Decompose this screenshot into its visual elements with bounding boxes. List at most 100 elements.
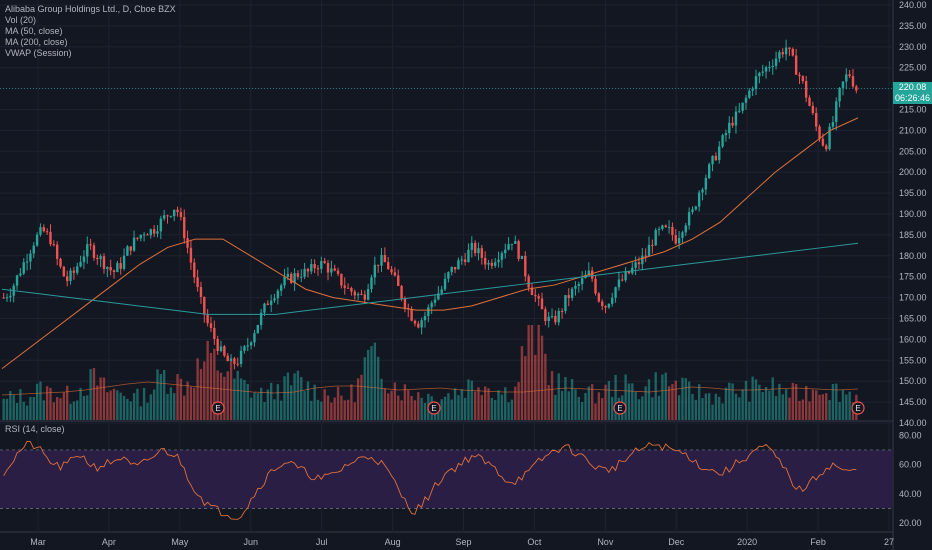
x-tick-label: Nov [597, 537, 614, 547]
volume-bar [560, 390, 564, 420]
candle-body [310, 264, 313, 272]
y-tick-label: 205.00 [899, 146, 927, 156]
y-tick-label: 230.00 [899, 42, 927, 52]
candle-body [106, 266, 109, 269]
earnings-marker-label: E [215, 404, 220, 413]
candle-body [316, 268, 320, 270]
candle-body [627, 271, 631, 274]
volume-bar [821, 394, 825, 420]
candle-body [286, 273, 290, 277]
candle-body [617, 279, 621, 288]
candle-body [661, 225, 664, 229]
candle-body [126, 246, 129, 256]
chart-title[interactable]: Alibaba Group Holdings Ltd., D, Cboe BZX [5, 4, 176, 14]
candle-body [86, 244, 89, 257]
volume-bar [333, 397, 336, 420]
volume-bar [213, 348, 216, 420]
candle-body [560, 310, 564, 312]
candle-body [173, 209, 176, 217]
candle-body [353, 291, 356, 296]
volume-bar [611, 396, 614, 420]
candle-body [507, 244, 510, 250]
candle-body [410, 309, 413, 321]
candle-body [283, 276, 286, 286]
legend-ma200[interactable]: MA (200, close) [5, 37, 68, 47]
volume-bar [681, 377, 684, 420]
candle-body [166, 215, 169, 217]
candle-body [845, 74, 848, 82]
candle-body [186, 238, 189, 248]
legend-ma50[interactable]: MA (50, close) [5, 26, 63, 36]
volume-bar [122, 395, 126, 420]
candle-body [443, 278, 447, 290]
volume-bar [226, 371, 229, 420]
volume-bar [353, 402, 356, 420]
candle-body [276, 290, 280, 299]
candle-body [721, 135, 724, 147]
volume-bar [574, 389, 577, 420]
y-tick-label: 140.00 [899, 418, 927, 428]
candle-body [527, 276, 530, 288]
candle-body [604, 306, 607, 308]
volume-bar [761, 392, 764, 420]
volume-bar [19, 389, 22, 420]
candle-body [397, 275, 400, 286]
volume-ma-line [1, 381, 859, 396]
volume-bar [580, 402, 584, 420]
candle-body [343, 285, 346, 288]
candle-body [183, 216, 186, 239]
x-tick-label: Apr [102, 537, 116, 547]
candle-body [280, 285, 283, 291]
candle-body [39, 227, 42, 235]
candle-body [708, 164, 711, 178]
volume-bar [22, 401, 25, 420]
rsi-line [3, 440, 857, 520]
candle-body [296, 273, 300, 277]
volume-bar [845, 394, 848, 420]
volume-bar [724, 387, 728, 420]
earnings-marker: E [613, 401, 627, 415]
candle-body [801, 76, 805, 82]
candle-body [366, 288, 370, 300]
volume-bar [604, 384, 607, 420]
volume-bar [29, 396, 32, 420]
volume-bar [694, 399, 697, 420]
volume-bar [45, 386, 49, 420]
volume-bar [253, 392, 256, 420]
volume-bar [794, 384, 798, 420]
candle-body [102, 256, 106, 269]
candle-body [400, 285, 403, 299]
candle-body [540, 298, 544, 310]
candle-body [601, 301, 604, 307]
candle-body [42, 227, 45, 232]
candle-body [159, 218, 163, 232]
volume-bar [387, 393, 390, 420]
volume-bar [467, 379, 470, 420]
volume-bar [661, 374, 664, 420]
volume-bar [530, 325, 534, 420]
volume-bar [410, 396, 413, 420]
rsi-legend[interactable]: RSI (14, close) [5, 424, 65, 434]
candle-body [219, 346, 223, 351]
volume-bar [330, 402, 333, 420]
volume-bar [66, 385, 69, 420]
legend-vwap[interactable]: VWAP (Session) [5, 48, 72, 58]
candle-body [517, 241, 520, 259]
candle-body [580, 278, 584, 285]
volume-bar [818, 394, 821, 420]
volume-bar [527, 325, 530, 420]
candle-body [520, 255, 524, 259]
candle-body [52, 244, 56, 246]
axes: 240.00235.00230.00225.00220.00215.00210.… [30, 0, 926, 547]
candle-body [66, 276, 69, 281]
legend-volume[interactable]: Vol (20) [5, 15, 37, 25]
volume-bar [49, 387, 52, 420]
candle-body [818, 126, 821, 139]
x-tick-label: Sep [455, 537, 471, 547]
candle-body [711, 155, 714, 165]
volume-bar [447, 393, 450, 420]
candle-body [641, 255, 644, 265]
candle-body [761, 71, 764, 73]
candle-body [430, 302, 433, 308]
